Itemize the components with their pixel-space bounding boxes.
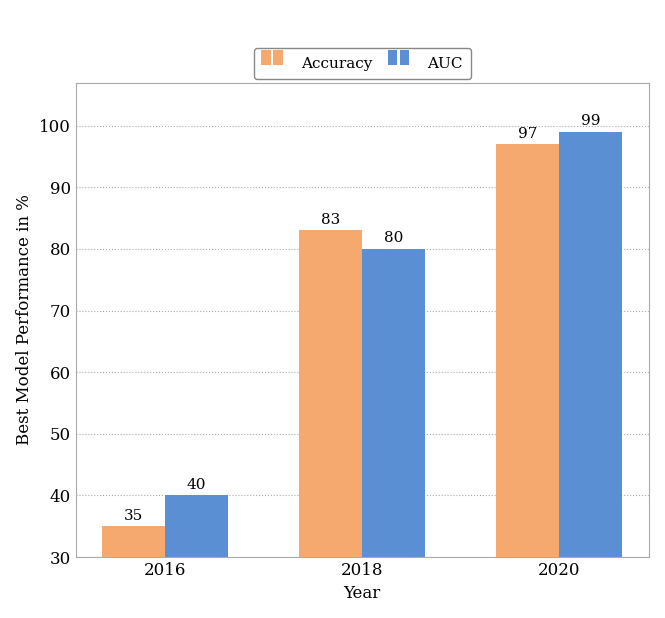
Bar xyxy=(559,132,622,557)
Text: 83: 83 xyxy=(321,213,340,227)
Text: 80: 80 xyxy=(384,231,404,245)
Text: 99: 99 xyxy=(581,114,600,128)
Text: 40: 40 xyxy=(187,478,206,492)
Bar xyxy=(165,496,228,557)
Bar xyxy=(362,249,425,557)
X-axis label: Year: Year xyxy=(344,585,381,601)
Text: 97: 97 xyxy=(518,127,537,140)
Bar xyxy=(102,527,165,557)
Y-axis label: Best Model Performance in %: Best Model Performance in % xyxy=(17,195,33,446)
Text: 35: 35 xyxy=(124,509,143,523)
Bar xyxy=(299,231,362,557)
Bar xyxy=(496,144,559,557)
Legend: Accuracy, AUC: Accuracy, AUC xyxy=(254,48,471,78)
